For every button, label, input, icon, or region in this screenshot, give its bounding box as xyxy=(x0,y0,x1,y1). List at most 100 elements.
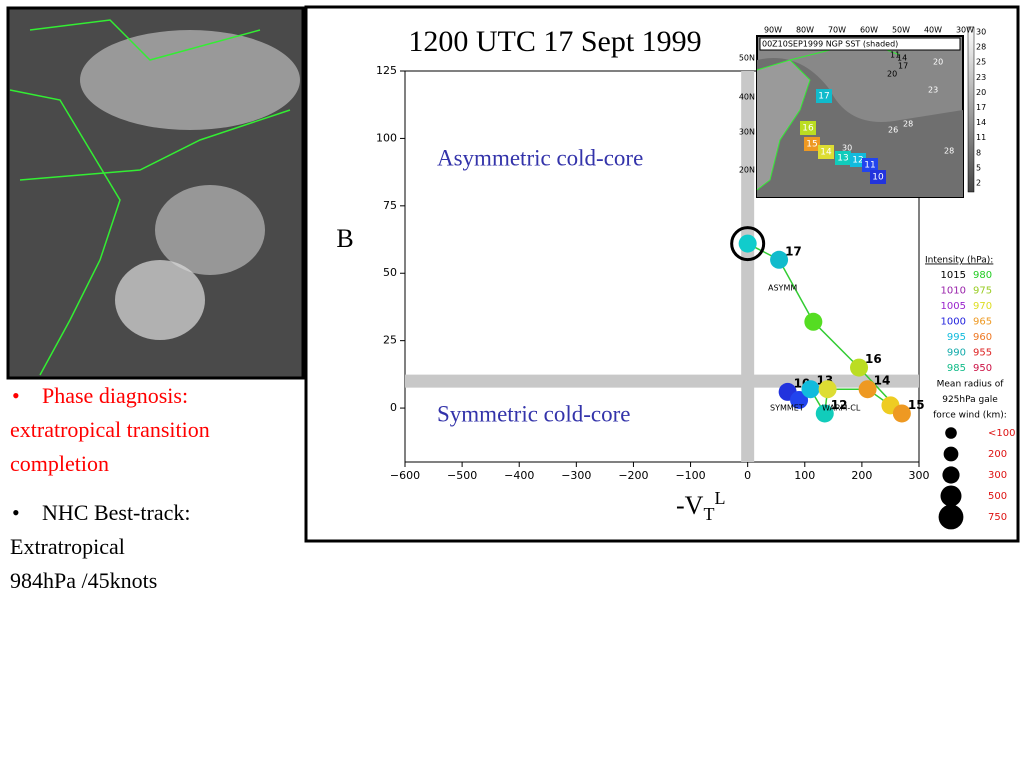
inset-track-label: 11 xyxy=(864,161,875,171)
x-tick-label: −300 xyxy=(561,469,591,482)
region-label: ASYMM xyxy=(768,284,797,293)
point-label: 15 xyxy=(908,398,925,412)
inset-contour: 20 xyxy=(887,70,897,79)
legend-entry: 960 xyxy=(973,332,992,343)
legend-entry: 950 xyxy=(973,363,992,374)
inset-contour: 30 xyxy=(842,144,852,153)
x-label-main: -V xyxy=(676,491,704,520)
annotation: Asymmetric cold-core xyxy=(437,145,643,170)
inset-lon: 60W xyxy=(860,26,878,35)
point-label: 16 xyxy=(865,352,882,366)
inset-lat: 20N xyxy=(739,166,755,175)
inset-contour: 26 xyxy=(888,126,898,135)
track-point xyxy=(804,312,823,331)
inset-map xyxy=(756,26,975,198)
inset-track-box xyxy=(818,145,834,159)
inset-lon: 50W xyxy=(892,26,910,35)
inset-scale: 5 xyxy=(976,163,981,172)
inset-scale: 11 xyxy=(976,133,986,142)
point-label: 12 xyxy=(831,398,848,412)
legend-entry: 1010 xyxy=(941,286,966,297)
satellite-image xyxy=(6,6,305,380)
annotation: Symmetric cold-core xyxy=(437,401,631,426)
track-point xyxy=(770,250,789,269)
region-label: WARM-CL xyxy=(822,404,861,413)
inset-lat: 40N xyxy=(739,93,755,102)
inset-contour: 23 xyxy=(928,86,938,95)
legend-entry: 965 xyxy=(973,317,992,328)
inset-contour: 17 xyxy=(898,62,908,71)
x-tick-label: 0 xyxy=(744,469,751,482)
bullet-text: completion xyxy=(10,451,109,476)
inset-track-label: 14 xyxy=(820,148,832,158)
point-label: 17 xyxy=(785,244,802,258)
legend-size-label: 500 xyxy=(988,491,1007,502)
y-tick-label: 100 xyxy=(376,131,397,144)
inset-track-box xyxy=(870,170,886,184)
inset-track-box xyxy=(862,158,878,172)
x-axis-label: -VTL xyxy=(676,488,725,524)
inset-scale: 25 xyxy=(976,58,986,67)
track-point xyxy=(790,390,809,409)
track-point xyxy=(818,380,837,399)
legend-entry: 955 xyxy=(973,348,992,359)
inset-track-label: 10 xyxy=(872,173,884,183)
legend-size-label: <100 xyxy=(988,428,1015,439)
bullet-text: Extratropical xyxy=(10,534,125,559)
inset-track-label: 12 xyxy=(852,156,863,166)
bullet-text: NHC Best-track: xyxy=(42,500,190,525)
track-point xyxy=(738,234,757,253)
inset-scale: 28 xyxy=(976,43,986,52)
inset-lat: 50N xyxy=(739,54,755,63)
y-tick-label: 50 xyxy=(383,266,397,279)
inset-lon: 30W xyxy=(956,26,974,35)
inset-scale: 23 xyxy=(976,73,986,82)
track-point xyxy=(858,380,877,399)
point-label: 14 xyxy=(874,374,891,388)
legend-size xyxy=(942,466,960,484)
inset-lon: 70W xyxy=(828,26,846,35)
legend-entry: 990 xyxy=(947,348,966,359)
track-point xyxy=(801,380,820,399)
inset-lon: 90W xyxy=(764,26,782,35)
legend-entry: 1005 xyxy=(941,301,966,312)
x-label-sup: L xyxy=(714,488,725,508)
x-tick-label: −100 xyxy=(675,469,705,482)
track-point xyxy=(815,404,834,423)
inset-contour: 28 xyxy=(944,147,954,156)
legend-size xyxy=(943,446,959,462)
legend-size-label: 300 xyxy=(988,470,1007,481)
inset-track-label: 16 xyxy=(802,124,814,134)
y-axis-label: B xyxy=(336,224,353,253)
x-tick-label: 100 xyxy=(794,469,815,482)
bullet-marker: • xyxy=(12,500,20,525)
inset-scale: 30 xyxy=(976,28,986,37)
legend-entry: 970 xyxy=(973,301,992,312)
y-tick-label: 75 xyxy=(383,199,397,212)
bullet-marker: • xyxy=(12,383,20,408)
inset-track-label: 15 xyxy=(806,140,817,150)
bullet-text: extratropical transition xyxy=(10,417,210,442)
bullet-text: 984hPa /45knots xyxy=(10,568,157,593)
inset-scale: 20 xyxy=(976,88,986,97)
x-tick-label: −400 xyxy=(504,469,534,482)
legend-size-label: 200 xyxy=(988,449,1007,460)
chart-title: 1200 UTC 17 Sept 1999 xyxy=(408,25,701,58)
inset-contour: 11 xyxy=(890,51,900,60)
y-tick-label: 25 xyxy=(383,334,397,347)
inset-track-label: 13 xyxy=(837,154,848,164)
current-marker xyxy=(730,226,766,262)
legend-entry: 980 xyxy=(973,270,992,281)
x-tick-label: −500 xyxy=(447,469,477,482)
legend-title: Intensity (hPa): xyxy=(925,256,993,266)
bullet-text: Phase diagnosis: xyxy=(42,383,188,408)
legend-entry: 975 xyxy=(973,286,992,297)
inset-lat: 30N xyxy=(739,128,755,137)
legend-size xyxy=(938,504,964,530)
x-tick-label: −600 xyxy=(390,469,420,482)
x-tick-label: −200 xyxy=(618,469,648,482)
inset-track-box xyxy=(816,89,832,103)
legend-size xyxy=(945,427,957,439)
legend-title: force wind (km): xyxy=(933,411,1007,421)
